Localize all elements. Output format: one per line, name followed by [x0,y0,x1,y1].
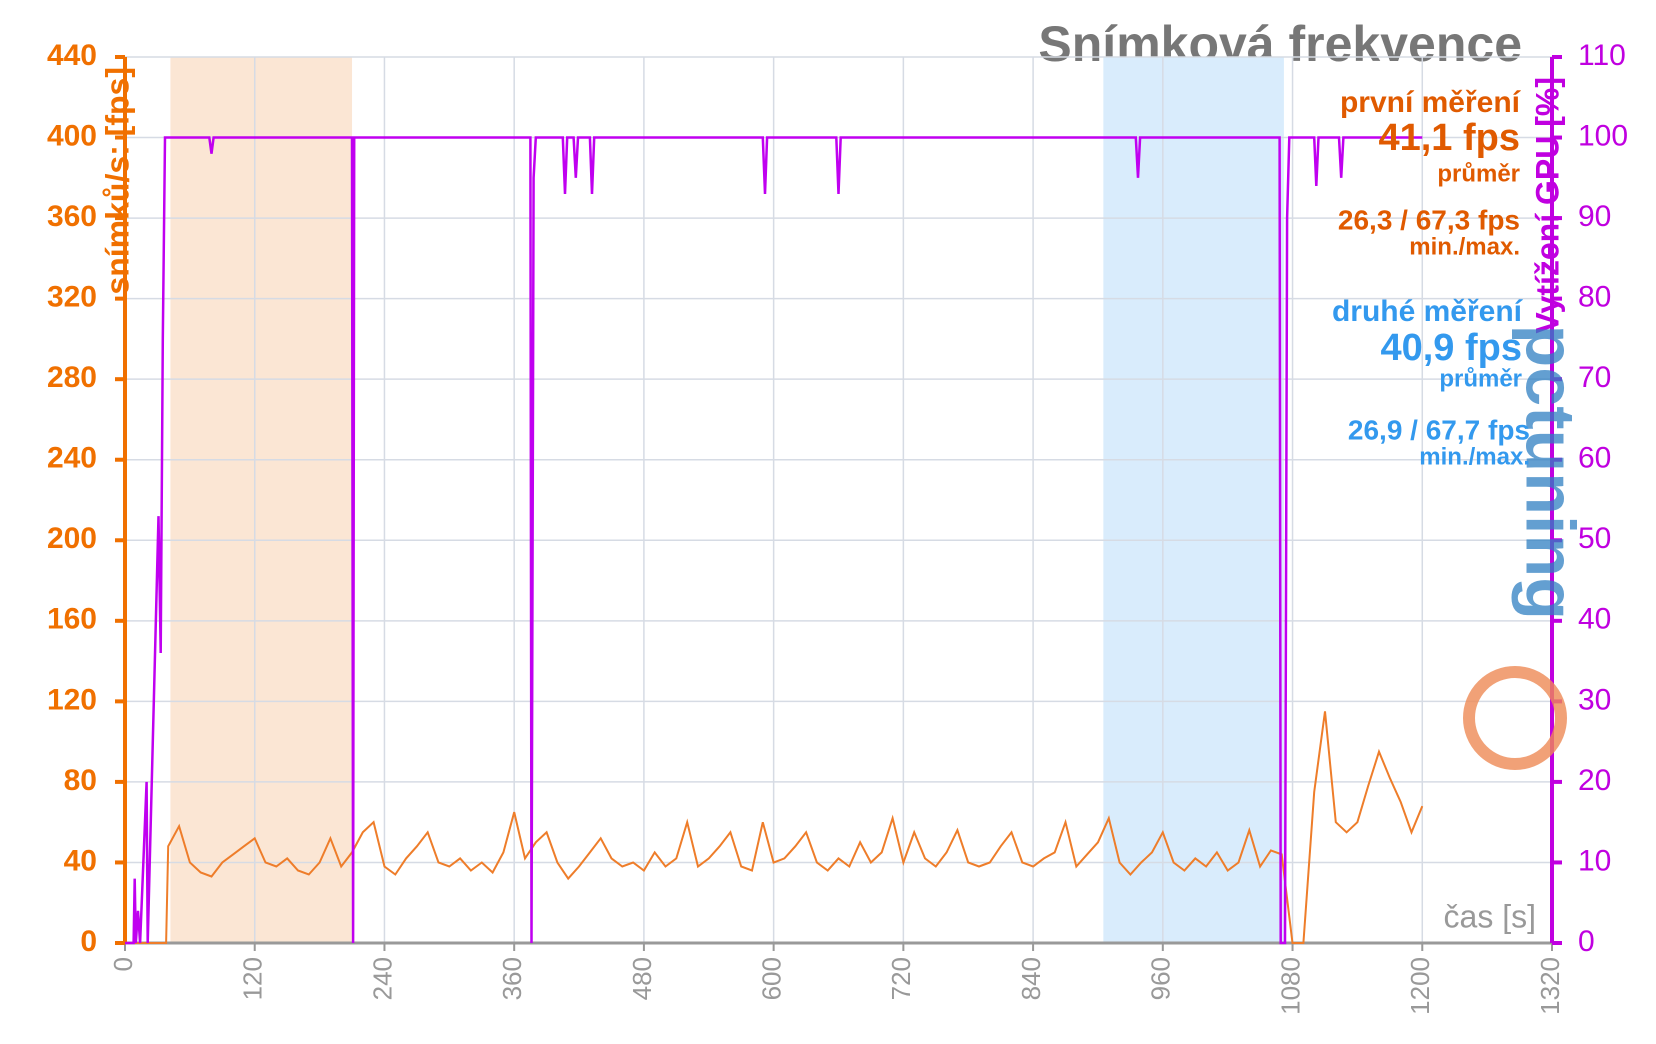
y-tick-label: 80 [64,764,97,797]
x-axis-label: čas [s] [1444,898,1536,934]
y-tick-label: 440 [47,39,97,72]
y2-tick-label: 80 [1578,281,1611,314]
x-tick-label: 1080 [1275,957,1305,1015]
y-tick-label: 400 [47,119,97,152]
logo: pctuning [1463,325,1590,770]
y-tick-label: 240 [47,442,97,475]
y2-tick-label: 90 [1578,200,1611,233]
y2-tick-label: 70 [1578,361,1611,394]
x-tick-label: 600 [757,957,787,1000]
x-tick-label: 480 [627,957,657,1000]
annotation: 26,3 / 67,3 fps [1338,204,1520,235]
x-tick-label: 960 [1146,957,1176,1000]
series-line [125,711,1424,944]
y2-tick-label: 40 [1578,603,1611,636]
y-tick-label: 120 [47,683,97,716]
y2-tick-label: 110 [1578,39,1626,72]
y-tick-label: 40 [64,844,97,877]
annotation: 40,9 fps [1380,327,1522,369]
x-tick-label: 840 [1016,957,1046,1000]
x-tick-label: 1320 [1535,957,1565,1015]
annotation: první měření [1340,86,1522,119]
y-axis-label: snímků/s: [fps] [99,67,135,295]
y-tick-label: 0 [80,925,97,958]
x-tick-label: 360 [497,957,527,1000]
y-tick-label: 280 [47,361,97,394]
y-tick-label: 320 [47,281,97,314]
x-tick-label: 120 [238,957,268,1000]
y-tick-label: 200 [47,522,97,555]
y2-tick-label: 60 [1578,442,1611,475]
annotation: druhé měření [1332,295,1524,328]
annotation: min./max. [1419,443,1530,470]
y2-tick-label: 100 [1578,119,1628,152]
annotation: průměr [1439,365,1522,392]
x-tick-label: 240 [367,957,397,1000]
logo-text: pctuning [1512,325,1590,620]
x-tick-label: 720 [886,957,916,1000]
series-line [125,136,1423,945]
annotation: průměr [1437,160,1520,187]
annotation: min./max. [1409,233,1520,260]
y2-tick-label: 20 [1578,764,1611,797]
y2-axis-label: Vytížení GPU [%] [1529,77,1565,334]
y2-tick-label: 50 [1578,522,1611,555]
y-tick-label: 160 [47,603,97,636]
x-tick-label: 1200 [1405,957,1435,1015]
logo-circle [1463,666,1567,770]
y2-tick-label: 0 [1578,925,1595,958]
y-tick-label: 360 [47,200,97,233]
shaded-region [1103,57,1284,943]
y2-tick-label: 10 [1578,844,1611,877]
x-tick-label: 0 [108,957,138,971]
annotation: 26,9 / 67,7 fps [1348,414,1530,445]
shaded-region [170,57,353,943]
y2-tick-label: 30 [1578,683,1611,716]
annotation: 41,1 fps [1378,117,1520,159]
